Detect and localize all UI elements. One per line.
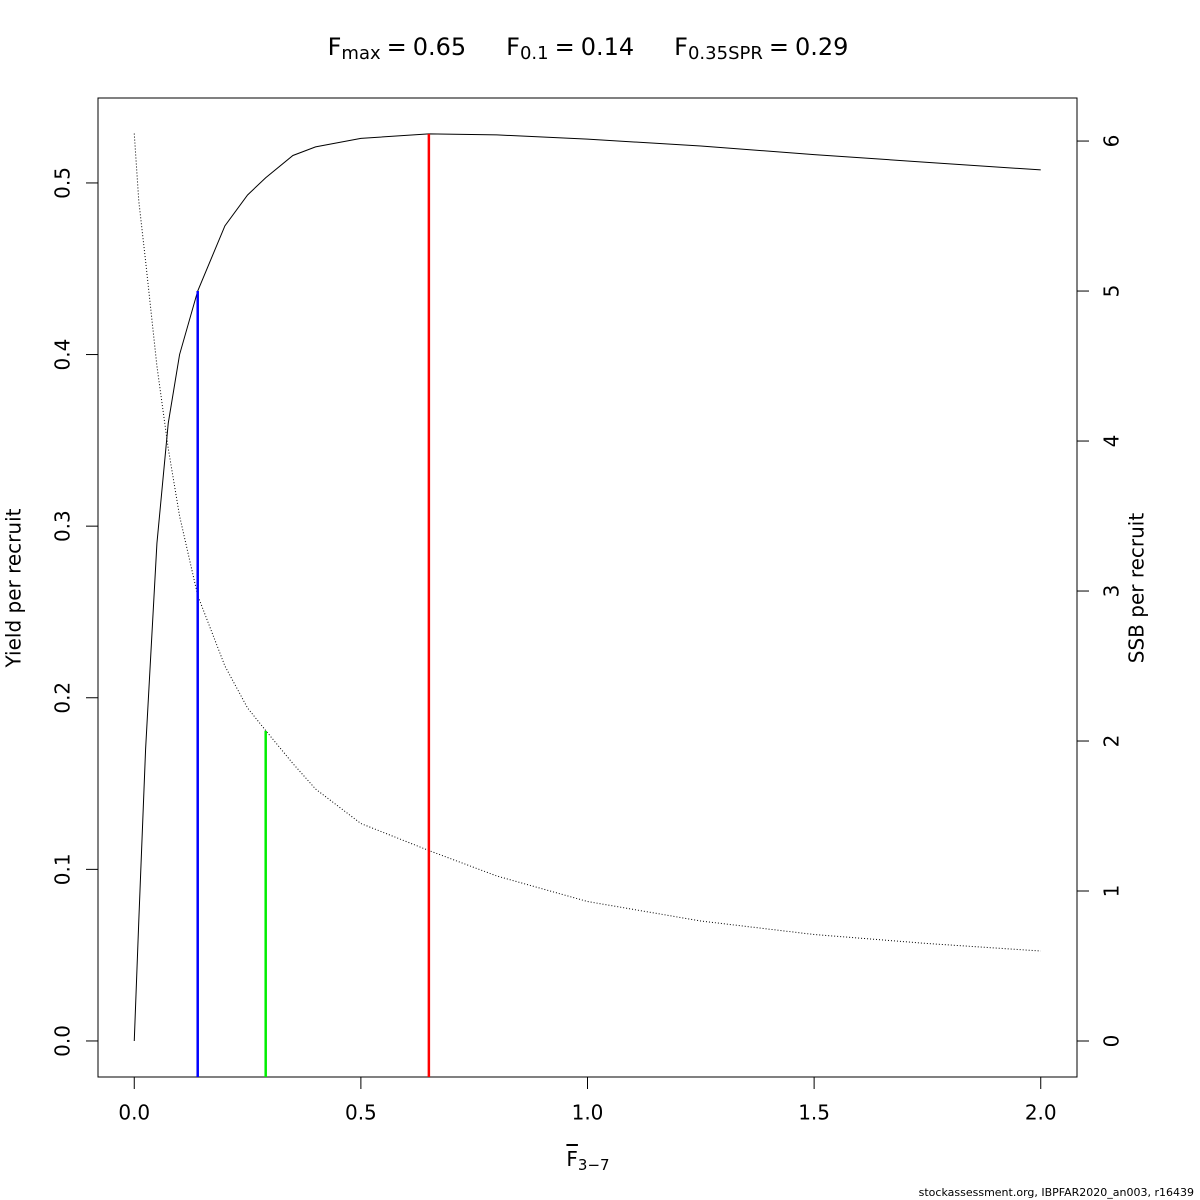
yield-curve <box>133 133 1041 1041</box>
title-equals: = <box>555 33 575 61</box>
title-value: 0.29 <box>795 33 848 61</box>
ssb-curve <box>133 133 1041 952</box>
x-label-sub: 3−7 <box>578 1156 610 1174</box>
x-tick-label: 0.0 <box>118 1101 150 1125</box>
title-subscript: max <box>341 43 381 64</box>
chart-title: Fmax = 0.65 F0.1 = 0.14 F0.35SPR = 0.29 <box>328 33 849 64</box>
title-value: 0.65 <box>413 33 466 61</box>
y2-tick-label: 1 <box>1100 885 1124 898</box>
title-subscript: 0.1 <box>520 43 549 64</box>
y2-axis-label: SSB per recruit <box>1125 513 1149 664</box>
title-symbol: F <box>674 33 688 61</box>
title-equals: = <box>387 33 407 61</box>
x-axis-label: F3−7 <box>566 1147 609 1174</box>
y2-tick-label: 0 <box>1100 1035 1124 1048</box>
y-tick-label: 0.0 <box>51 1025 75 1057</box>
x-tick-label: 0.5 <box>345 1101 377 1125</box>
title-symbol: F <box>328 33 342 61</box>
x-tick-label: 2.0 <box>1025 1101 1057 1125</box>
x-tick-label: 1.0 <box>572 1101 604 1125</box>
y-tick-label: 0.3 <box>51 510 75 542</box>
y2-tick-label: 5 <box>1100 285 1124 298</box>
title-subscript: 0.35SPR <box>688 43 763 64</box>
y-tick-label: 0.5 <box>51 167 75 199</box>
footer: stockassessment.org, IBPFAR2020_an003, r… <box>919 1186 1194 1199</box>
y2-tick-label: 3 <box>1100 585 1124 598</box>
y2-tick-label: 6 <box>1100 135 1124 148</box>
y2-tick-label: 4 <box>1100 435 1124 448</box>
title-value: 0.14 <box>581 33 634 61</box>
y-tick-label: 0.1 <box>51 853 75 885</box>
plot-box <box>97 97 1078 1078</box>
title-symbol: F <box>506 33 520 61</box>
y-axis-label: Yield per recruit <box>2 508 26 668</box>
y-tick-label: 0.4 <box>51 339 75 371</box>
x-label-main: F <box>566 1147 578 1171</box>
x-tick-label: 1.5 <box>798 1101 830 1125</box>
y2-tick-label: 2 <box>1100 735 1124 748</box>
y-tick-label: 0.2 <box>51 682 75 714</box>
title-equals: = <box>769 33 789 61</box>
